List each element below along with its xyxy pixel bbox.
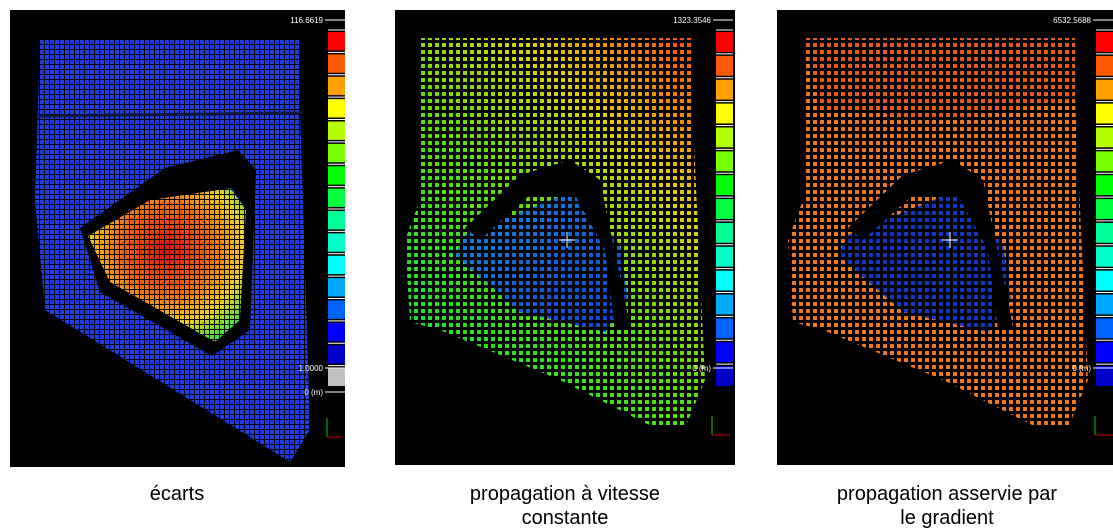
scale-swatch [1096, 318, 1113, 339]
scale-swatch [328, 188, 345, 207]
scale-swatch [716, 175, 733, 196]
caption: propagation asservie par [837, 483, 1057, 505]
scale-label: 0 (m) [1072, 364, 1091, 373]
scale-swatch [328, 233, 345, 252]
scale-swatch [716, 246, 733, 267]
scale-swatch [328, 211, 345, 230]
scale-swatch [328, 300, 345, 319]
scale-swatch [328, 278, 345, 297]
scale-swatch [1096, 246, 1113, 267]
scale-swatch [1096, 199, 1113, 219]
scale-swatch [716, 342, 733, 363]
scale-swatch [328, 143, 345, 163]
scale-swatch [1096, 32, 1113, 52]
scale-swatch [1096, 151, 1113, 172]
hole [465, 160, 630, 330]
scale-label: 0 (m) [304, 388, 323, 397]
scale-swatch [1096, 270, 1113, 291]
hole [80, 150, 256, 356]
scale-swatch [716, 366, 733, 386]
scale-swatch [328, 345, 345, 364]
scale-swatch [1096, 342, 1113, 363]
scale-swatch [716, 199, 733, 219]
point-cloud [405, 38, 705, 428]
scale-swatch [716, 222, 733, 243]
caption: constante [522, 507, 609, 529]
point-cloud [788, 38, 1088, 428]
scale-swatch [328, 76, 345, 96]
scale-swatch [328, 99, 345, 118]
caption: le gradient [900, 507, 994, 529]
scale-swatch [328, 54, 345, 73]
scale-swatch [716, 55, 733, 76]
scale-swatch [1096, 103, 1113, 124]
scale-swatch [328, 367, 345, 386]
caption: écarts [150, 483, 204, 505]
scale-swatch [716, 270, 733, 291]
scale-swatch [716, 318, 733, 339]
axis-gizmo [326, 416, 1113, 438]
scale-swatch [328, 255, 345, 275]
scale-swatch [716, 294, 733, 315]
scale-swatch [1096, 366, 1113, 386]
hole [848, 160, 1013, 330]
scale-swatch [328, 166, 345, 185]
scale-swatch [1096, 294, 1113, 315]
scale-swatch [1096, 222, 1113, 243]
scale-swatch [1096, 79, 1113, 100]
scale-swatch [716, 151, 733, 172]
scale-swatch [716, 32, 733, 52]
caption: propagation à vitesse [470, 483, 660, 505]
scale-label: 116.6619 [290, 16, 323, 25]
scale-swatch [328, 32, 345, 51]
scale-swatch [1096, 55, 1113, 76]
scale-swatch [716, 103, 733, 124]
point-cloud [35, 40, 310, 462]
scale-swatch [716, 127, 733, 148]
scale-swatch [328, 121, 345, 140]
scale-swatch [716, 79, 733, 100]
scale-label: 0 (m) [692, 364, 711, 373]
cursor [559, 232, 958, 248]
scale-label: 1.0000 [299, 364, 324, 373]
scale-swatch [328, 322, 345, 342]
scale-label: 1323.3546 [673, 16, 711, 25]
scale-swatch [1096, 175, 1113, 196]
scan-gap [35, 111, 303, 118]
scale-swatch [1096, 127, 1113, 148]
scale-label: 6532.5688 [1053, 16, 1091, 25]
